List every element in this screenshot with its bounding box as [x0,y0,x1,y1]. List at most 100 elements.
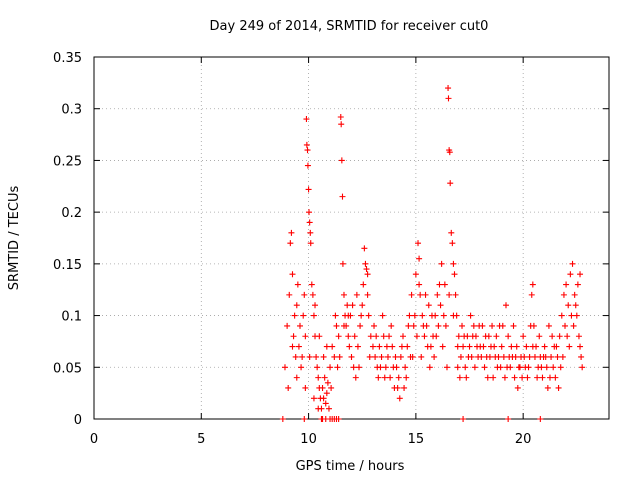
data-point [569,260,576,267]
data-point [316,333,323,340]
data-point [357,322,364,329]
data-point [539,374,546,381]
data-point [381,374,388,381]
data-point [320,395,327,402]
data-point [446,291,453,298]
data-point [476,322,483,329]
data-point [480,343,487,350]
data-point [463,374,470,381]
data-point [371,322,378,329]
data-point [454,343,461,350]
data-point [284,322,291,329]
y-tick-label: 0.15 [53,258,82,273]
data-point [315,374,322,381]
data-point [308,281,315,288]
data-point [564,333,571,340]
data-point [541,343,548,350]
data-point [451,271,458,278]
data-point [519,374,526,381]
data-point [498,343,505,350]
data-point [364,291,371,298]
data-point [320,353,327,360]
data-point [303,141,310,148]
data-point [570,322,577,329]
data-point [321,374,328,381]
data-point [550,364,557,371]
data-point [450,260,457,267]
data-point [387,374,394,381]
data-point [279,416,286,422]
data-point [301,291,308,298]
data-point [293,302,300,309]
data-point [441,281,448,288]
data-point [337,113,344,120]
data-point [433,333,440,340]
data-point [447,180,454,187]
data-point [339,193,346,200]
data-point [439,343,446,350]
data-point [489,322,496,329]
data-point [390,364,397,371]
data-point [428,312,435,319]
data-point [303,116,310,123]
y-tick-label: 0.35 [53,51,82,66]
data-point [361,245,368,252]
data-point [466,343,473,350]
data-point [565,302,572,309]
data-point [559,353,566,360]
data-point [503,302,509,309]
data-point [359,302,366,309]
data-point [529,281,536,288]
data-point [331,353,338,360]
data-point [304,162,311,169]
data-point [338,157,345,164]
data-point [358,312,365,319]
data-point [573,312,580,319]
y-axis-label: SRMTID / TECUs [7,186,22,291]
data-point [351,333,358,340]
data-point [360,281,367,288]
data-point [420,322,427,329]
data-point [513,343,520,350]
data-point [322,400,329,407]
data-point [560,291,567,298]
data-point [292,353,299,360]
data-point [306,219,313,226]
data-point [525,364,532,371]
data-point [527,322,534,329]
data-point [443,364,450,371]
data-point [293,374,300,381]
data-point [299,353,306,360]
x-tick-label: 5 [197,432,205,447]
data-point [551,343,558,350]
data-point [417,291,424,298]
data-point [383,343,390,350]
data-point [531,353,538,360]
data-point [384,353,391,360]
data-point [486,353,493,360]
data-point [524,374,531,381]
data-point [504,364,511,371]
data-point [424,343,431,350]
data-point [408,291,415,298]
data-point [327,364,334,371]
data-point [523,343,530,350]
data-point [452,291,459,298]
data-point [352,374,359,381]
data-point [521,353,528,360]
data-point [294,281,301,288]
data-point [471,364,478,371]
data-point [372,353,379,360]
data-point [571,291,578,298]
data-point [574,281,581,288]
data-point [554,353,561,360]
data-point [431,353,438,360]
y-tick-label: 0.2 [61,206,82,221]
data-point [369,343,376,350]
data-point [529,343,536,350]
data-point [336,353,343,360]
grid [94,57,609,419]
data-point [389,343,396,350]
data-point [334,364,341,371]
